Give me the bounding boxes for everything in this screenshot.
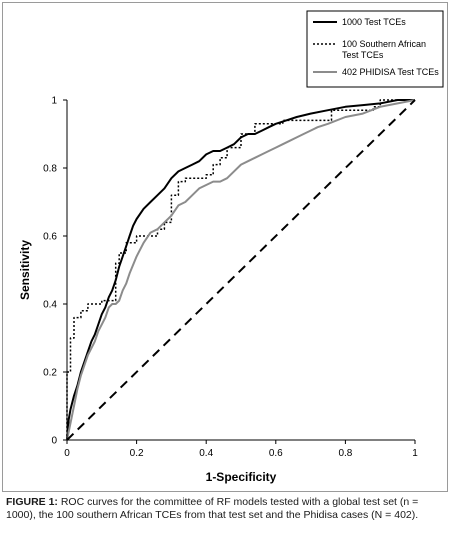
legend-label: Test TCEs: [342, 50, 384, 60]
x-tick-label: 0.6: [269, 448, 283, 459]
y-tick-label: 0.4: [43, 300, 57, 311]
caption-text: ROC curves for the committee of RF model…: [6, 496, 419, 521]
caption-label: FIGURE 1:: [6, 496, 58, 508]
figure-caption: FIGURE 1: ROC curves for the committee o…: [6, 496, 448, 522]
series-line-1000-test-tces: [66, 99, 415, 441]
x-tick-label: 0: [64, 448, 70, 459]
x-tick-label: 1: [412, 448, 418, 459]
series-line-402-phidisa-test-tces: [66, 99, 416, 441]
plot-area: [66, 99, 416, 441]
x-tick-label: 0.2: [130, 448, 144, 459]
legend-label: 402 PHIDISA Test TCEs: [342, 67, 439, 77]
legend-label: 1000 Test TCEs: [342, 17, 406, 27]
y-tick-label: 0: [51, 436, 57, 447]
y-tick-label: 0.8: [43, 164, 57, 175]
legend-box: [306, 10, 444, 88]
x-axis-title: 1-Specificity: [206, 470, 277, 484]
y-tick-label: 1: [51, 96, 57, 107]
y-tick-label: 0.6: [43, 232, 57, 243]
x-tick-label: 0.4: [199, 448, 213, 459]
series-line-100-southern-african-test-tces: [66, 99, 415, 440]
axes: 0 0.2 0.4 0.6 0.8 1 0 0.2 0.4 0.6 0.8 1 1-Specificit…: [18, 96, 418, 485]
series-line-chance-diagonal: [66, 99, 416, 441]
legend-label: 100 Southern African: [342, 39, 426, 49]
roc-chart: 0 0.2 0.4 0.6 0.8 1 0 0.2 0.4 0.6 0.8 1 1-Specificit…: [18, 10, 444, 485]
x-tick-label: 0.8: [338, 448, 352, 459]
figure-frame: 0 0.2 0.4 0.6 0.8 1 0 0.2 0.4 0.6 0.8 1 1-Specificit…: [2, 2, 448, 492]
y-axis-title: Sensitivity: [18, 240, 32, 300]
y-tick-label: 0.2: [43, 368, 57, 379]
